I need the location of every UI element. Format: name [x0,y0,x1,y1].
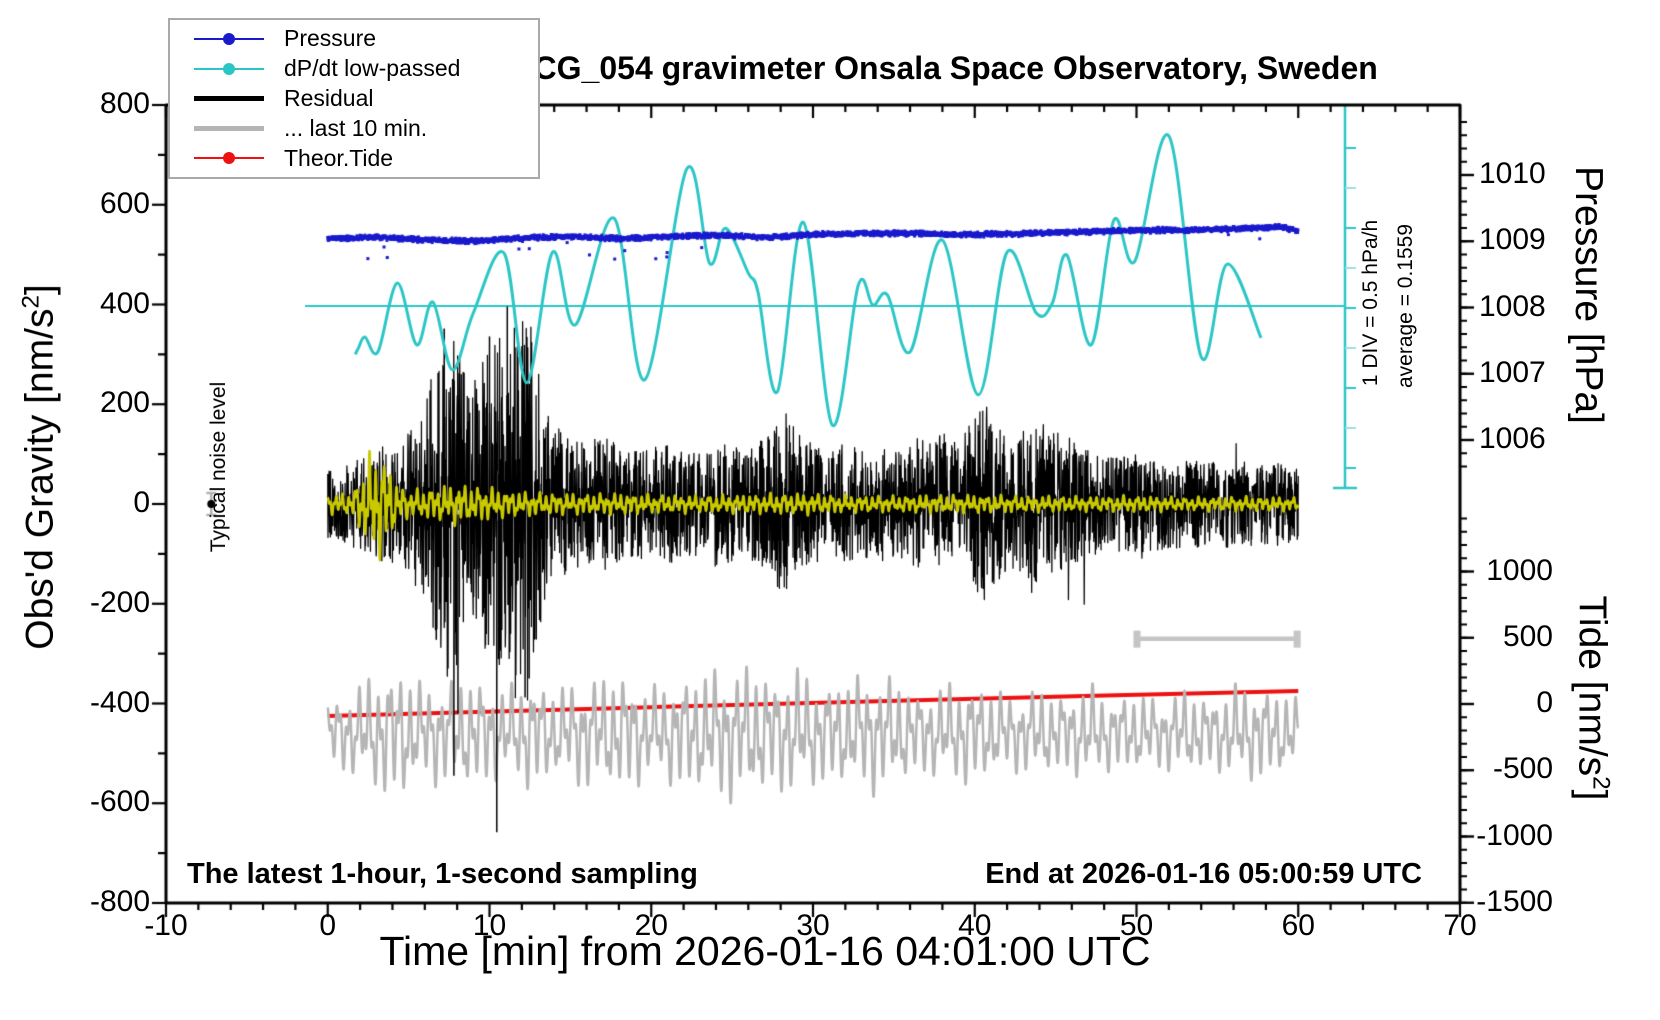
x-tick-label: 20 [634,909,668,942]
gravity-tick-label: 600 [99,186,150,220]
gravity-tick-label: 200 [99,386,150,420]
average-label: average = 0.1559 [1394,223,1417,389]
x-tick-label: 60 [1281,909,1315,942]
tide-tick-label: 0 [1536,686,1553,719]
sampling-note: The latest 1-hour, 1-second sampling [187,858,698,890]
gravity-tick-label: 0 [133,486,150,519]
typical-noise-level-label: Typical noise level [207,381,230,553]
last10-line-icon [194,125,264,131]
legend-box: Pressure dP/dt low-passed Residual ... l… [168,18,540,179]
legend-label: ... last 10 min. [284,114,428,141]
pressure-tick-label: 1010 [1479,157,1546,190]
legend-label: Theor.Tide [284,144,394,171]
div-scale-label: 1 DIV = 0.5 hPa/h [1359,219,1382,387]
tide-tick-label: 500 [1502,619,1553,653]
theor-tide-line-icon [194,152,264,165]
tide-tick-label: -1500 [1476,884,1553,918]
x-tick-label: 70 [1443,909,1477,942]
x-tick-label: 50 [1119,909,1154,942]
x-tick-label: -10 [144,909,188,942]
legend-label: dP/dt low-passed [284,55,461,82]
gravity-tick-label: -200 [89,585,150,619]
end-time-note: End at 2026-01-16 05:00:59 UTC [985,858,1422,890]
tide-tick-label: -1000 [1476,818,1553,852]
tide-axis-title: Tide [nm/s2] [1570,595,1615,801]
gravity-tick-label: -600 [89,785,150,819]
gravity-tick-label: 800 [99,87,150,120]
legend-item-pressure: Pressure [170,25,538,53]
legend-item-residual: Residual [170,84,538,112]
chart-title: SCG_054 gravimeter Onsala Space Observat… [512,50,1378,86]
tide-tick-label: 1000 [1486,553,1553,587]
residual-line-icon [194,95,264,101]
x-tick-label: 0 [319,909,337,942]
gravity-tick-label: 400 [99,286,150,320]
legend-item-dpdt: dP/dt low-passed [170,55,538,83]
dpdt-line-icon [194,62,264,75]
pressure-tick-label: 1006 [1479,422,1546,455]
x-axis-title: Time [min] from 2026-01-16 04:01:00 UTC [379,928,1151,974]
pressure-axis-title: Pressure [hPa] [1567,166,1610,424]
tide-tick-label: -500 [1492,752,1553,786]
legend-item-last10: ... last 10 min. [170,114,538,142]
x-tick-label: 30 [796,909,830,942]
pressure-tick-label: 1009 [1479,223,1546,257]
x-tick-label: 40 [958,909,992,942]
gravity-tick-label: -400 [89,685,150,719]
x-tick-label: 10 [472,909,507,942]
pressure-tick-label: 1008 [1479,289,1546,323]
gravity-tick-label: -800 [89,885,150,918]
legend-label: Residual [284,84,374,111]
legend-item-theor-tide: Theor.Tide [170,144,538,172]
legend-label: Pressure [284,25,377,52]
pressure-line-icon [194,32,264,45]
pressure-tick-label: 1007 [1479,355,1546,389]
